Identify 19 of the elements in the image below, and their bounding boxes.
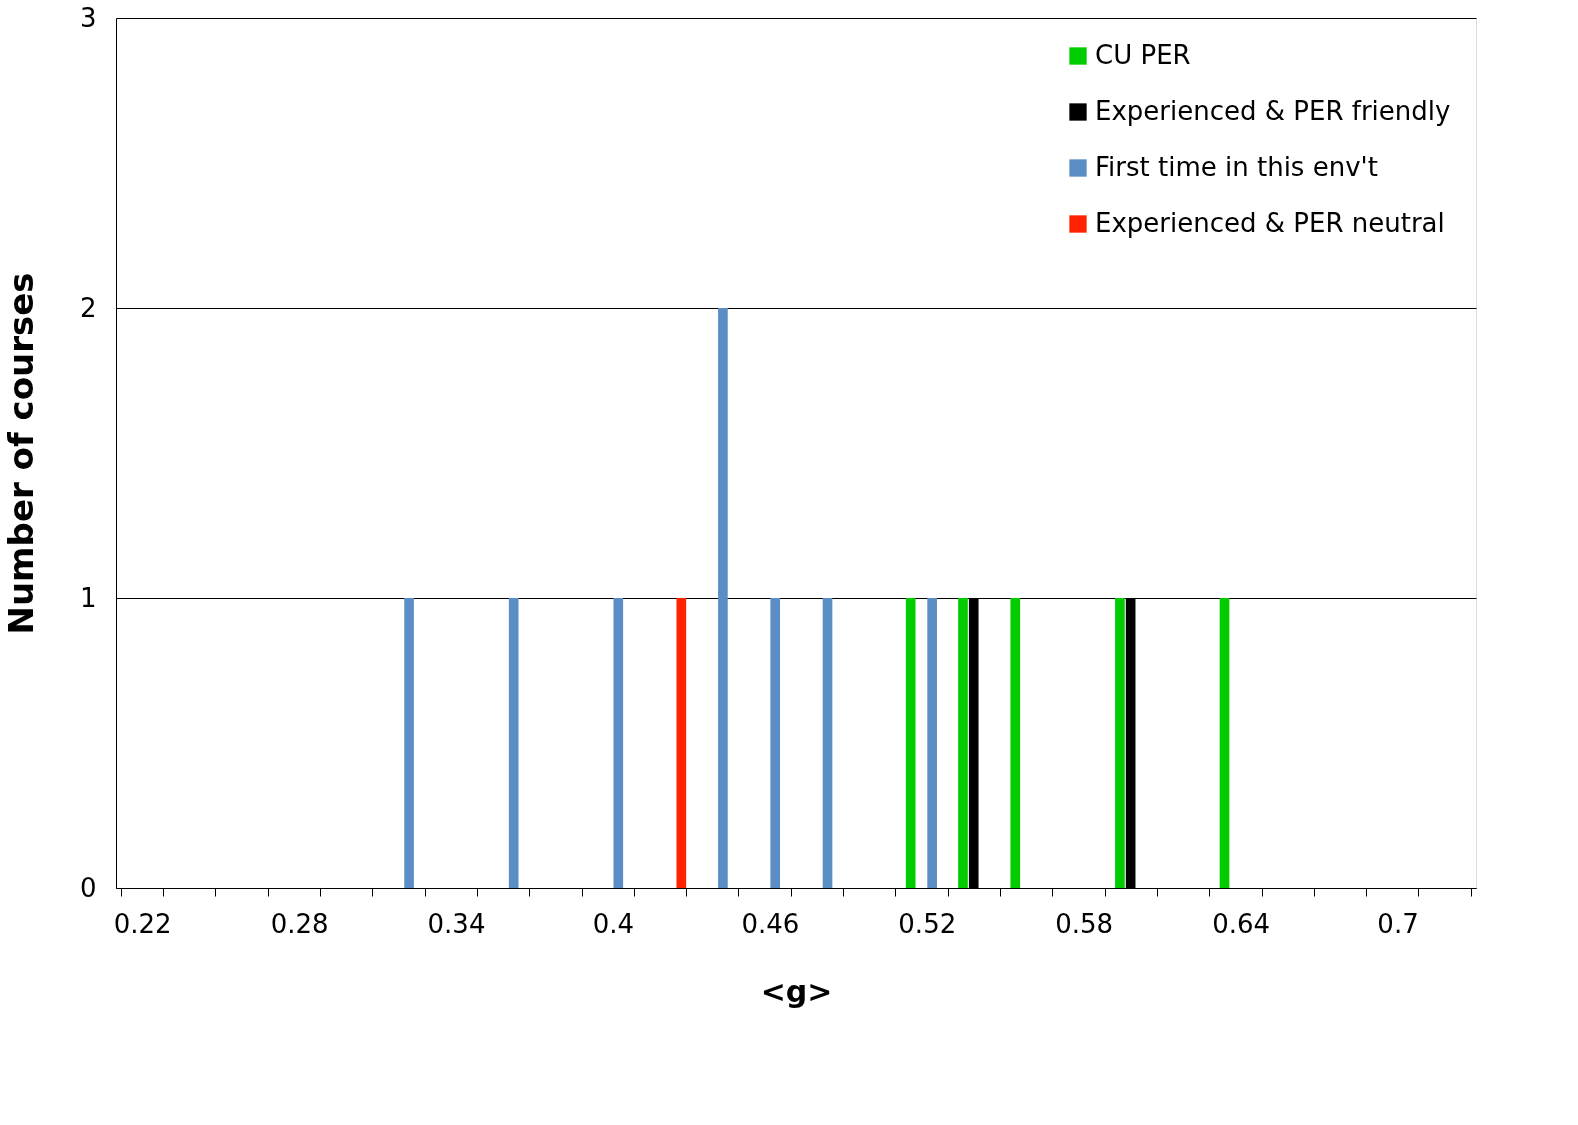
x-tick-label: 0.52 (898, 908, 957, 939)
y-tick-label: 3 (79, 2, 97, 33)
x-tick-label: 0.22 (113, 908, 172, 939)
y-tick-label: 1 (79, 582, 97, 613)
x-tick-label: 0.4 (592, 908, 635, 939)
legend-label: CU PER (1095, 40, 1191, 70)
y-axis-title: Number of courses (0, 272, 41, 635)
legend-label: Experienced & PER friendly (1095, 96, 1451, 126)
x-axis-title: <g> (760, 973, 833, 1009)
y-tick-label: 2 (79, 292, 97, 323)
x-tick-label: 0.34 (427, 908, 486, 939)
y-tick-label: 0 (79, 872, 97, 903)
legend-label: First time in this env't (1095, 152, 1378, 182)
x-tick-label: 0.28 (270, 908, 329, 939)
x-tick-label: 0.46 (741, 908, 800, 939)
x-tick-label: 0.64 (1212, 908, 1271, 939)
x-tick-label: 0.7 (1377, 908, 1419, 939)
legend-label: Experienced & PER neutral (1095, 208, 1445, 238)
x-tick-label: 0.58 (1055, 908, 1114, 939)
